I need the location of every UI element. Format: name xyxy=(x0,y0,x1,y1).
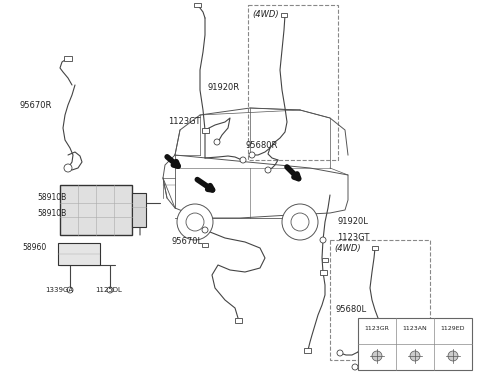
Bar xyxy=(281,13,287,17)
Bar xyxy=(58,243,100,265)
Circle shape xyxy=(320,237,326,243)
FancyBboxPatch shape xyxy=(248,5,338,160)
Bar xyxy=(202,127,208,133)
Text: 91920L: 91920L xyxy=(337,217,368,226)
Circle shape xyxy=(282,204,318,240)
Circle shape xyxy=(186,213,204,231)
Text: (4WD): (4WD) xyxy=(334,243,360,253)
Circle shape xyxy=(265,167,271,173)
Bar xyxy=(132,193,146,227)
Text: 95680L: 95680L xyxy=(335,305,366,314)
Text: 95680R: 95680R xyxy=(245,141,277,150)
Bar xyxy=(358,318,472,370)
Text: 1123GT: 1123GT xyxy=(337,234,370,243)
Text: 95670R: 95670R xyxy=(20,101,52,110)
FancyBboxPatch shape xyxy=(330,240,430,360)
Circle shape xyxy=(107,287,113,293)
Text: 1123AN: 1123AN xyxy=(403,325,427,330)
Text: 1129ED: 1129ED xyxy=(441,325,465,330)
Text: 58910B: 58910B xyxy=(37,194,66,203)
Text: (4WD): (4WD) xyxy=(252,9,278,19)
Circle shape xyxy=(352,364,358,370)
Text: 1339GA: 1339GA xyxy=(45,287,73,293)
Bar xyxy=(303,347,311,353)
Text: 91920R: 91920R xyxy=(208,84,240,93)
Circle shape xyxy=(291,213,309,231)
Bar xyxy=(235,318,241,322)
Text: 1123GT: 1123GT xyxy=(168,118,200,127)
Circle shape xyxy=(249,152,255,158)
Bar xyxy=(322,258,328,262)
Circle shape xyxy=(372,351,382,361)
Circle shape xyxy=(64,164,72,172)
Bar xyxy=(64,56,72,60)
Circle shape xyxy=(240,157,246,163)
Text: 95670L: 95670L xyxy=(172,237,203,246)
Bar xyxy=(320,270,326,274)
Text: 1125DL: 1125DL xyxy=(95,287,122,293)
Text: 58960: 58960 xyxy=(22,243,46,253)
Bar xyxy=(372,246,378,250)
Text: 58910B: 58910B xyxy=(37,209,66,217)
Bar xyxy=(202,243,208,247)
Bar xyxy=(193,3,201,7)
Circle shape xyxy=(337,350,343,356)
Circle shape xyxy=(177,204,213,240)
Circle shape xyxy=(67,287,73,293)
Circle shape xyxy=(202,227,208,233)
Circle shape xyxy=(214,139,220,145)
Circle shape xyxy=(410,351,420,361)
Text: 1123GR: 1123GR xyxy=(365,325,389,330)
Bar xyxy=(60,185,132,235)
Circle shape xyxy=(448,351,458,361)
